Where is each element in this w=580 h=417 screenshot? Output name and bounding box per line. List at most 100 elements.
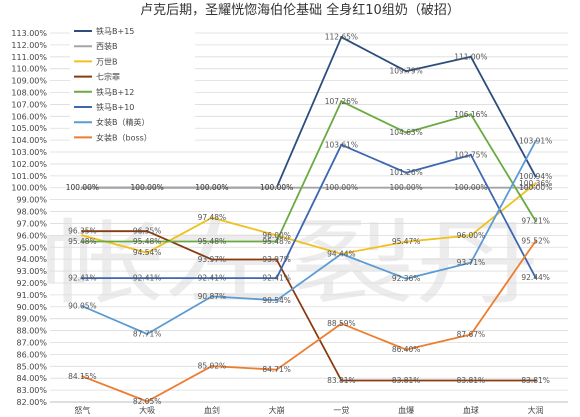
data-point: [534, 239, 537, 243]
data-label: 90.54%: [262, 296, 291, 305]
y-tick-label: 106.00%: [11, 112, 47, 121]
data-point: [210, 295, 214, 298]
data-label: 102.75%: [454, 151, 487, 160]
data-point: [145, 186, 149, 189]
data-label: 103.91%: [519, 137, 552, 146]
data-point: [275, 258, 278, 261]
series-line: [82, 230, 536, 382]
series-line: [82, 100, 537, 243]
data-point: [469, 261, 473, 264]
data-label: 100.00%: [195, 183, 228, 192]
data-point: [275, 186, 278, 189]
data-point: [469, 234, 473, 237]
data-label: 112.65%: [325, 33, 358, 42]
data-label: 95.48%: [133, 237, 162, 246]
data-point: [145, 229, 149, 233]
data-point: [81, 186, 84, 189]
data-point: [469, 55, 473, 59]
y-tick-label: 87.00%: [16, 338, 47, 347]
y-tick-label: 89.00%: [16, 315, 47, 324]
data-point: [340, 100, 343, 103]
data-point: [210, 276, 214, 280]
data-label: 83.81%: [327, 376, 356, 385]
data-label: 93.71%: [457, 258, 486, 267]
y-tick-label: 99.00%: [16, 196, 47, 205]
data-label: 97.48%: [198, 213, 227, 222]
y-tick-label: 101.00%: [11, 172, 47, 181]
y-tick-label: 109.00%: [11, 77, 47, 86]
data-label: 95.48%: [68, 237, 97, 246]
y-tick-label: 104.00%: [11, 136, 47, 145]
data-point: [404, 186, 408, 189]
data-label: 95.52%: [521, 237, 550, 246]
x-tick-label: 血球: [463, 405, 479, 415]
series-line: [82, 240, 537, 403]
y-tick-label: 111.00%: [11, 53, 47, 62]
data-point: [534, 219, 537, 223]
x-tick-label: 大吸: [139, 405, 155, 415]
series-line: [82, 182, 537, 255]
data-label: 87.67%: [457, 330, 486, 339]
data-label: 92.41%: [68, 274, 97, 283]
data-point: [145, 332, 149, 336]
y-tick-label: 98.00%: [16, 208, 47, 217]
data-point: [469, 333, 473, 336]
y-tick-label: 108.00%: [11, 89, 47, 98]
series-line: [82, 143, 537, 280]
data-point: [534, 186, 537, 189]
data-label: 100.00%: [454, 183, 487, 192]
data-label: 107.26%: [325, 97, 358, 106]
data-label: 84.71%: [262, 365, 291, 374]
data-point: [81, 276, 84, 280]
data-label: 83.81%: [392, 376, 421, 385]
y-axis: 82.00% 83.00% 84.00% 85.00% 86.00% 87.00% 88.0…: [11, 29, 47, 407]
legend-entry: 铁马B+12: [96, 87, 134, 97]
data-point: [404, 277, 408, 280]
data-point: [210, 216, 214, 219]
watermark-text: 帐左裂丹: [40, 210, 540, 317]
y-tick-label: 83.00%: [16, 386, 47, 395]
data-label: 106.16%: [454, 110, 487, 119]
y-tick-label: 88.00%: [16, 327, 47, 336]
data-label: 109.79%: [389, 67, 422, 76]
data-label: 87.71%: [133, 330, 162, 339]
y-tick-label: 84.00%: [16, 374, 47, 383]
data-point: [340, 143, 343, 146]
data-point: [340, 186, 343, 189]
series-lines: [81, 35, 537, 403]
data-label: 82.05%: [133, 397, 162, 406]
y-tick-label: 112.00%: [11, 41, 47, 50]
data-label: 86.40%: [392, 345, 421, 354]
data-label: 92.36%: [392, 274, 421, 283]
x-tick-label: 一觉: [333, 405, 349, 415]
data-label: 100.00%: [389, 183, 422, 192]
data-label: 100.00%: [130, 183, 163, 192]
data-point: [534, 379, 537, 382]
data-label: 100.00%: [130, 183, 163, 192]
data-point: [275, 276, 278, 280]
y-tick-label: 100.00%: [11, 184, 47, 193]
data-point: [145, 276, 149, 280]
y-tick-label: 85.00%: [16, 362, 47, 371]
x-tick-label: 血剑: [204, 405, 220, 415]
data-label: 100.94%: [519, 172, 552, 181]
y-tick-label: 105.00%: [11, 124, 47, 133]
data-point: [404, 379, 408, 382]
data-label: 84.15%: [68, 372, 97, 381]
data-point: [275, 240, 278, 243]
data-point: [469, 186, 473, 189]
data-label: 92.41%: [198, 274, 227, 283]
y-tick-label: 103.00%: [11, 148, 47, 157]
data-label: 90.87%: [198, 292, 227, 301]
x-axis: 怒气 大吸 血剑 大崩 一觉 血爆 血球 大润: [74, 405, 543, 415]
data-label: 93.97%: [198, 255, 227, 264]
data-point: [404, 348, 408, 351]
x-tick-label: 怒气: [74, 405, 90, 415]
legend-entry: 七宗罪: [96, 72, 120, 82]
data-label: 85.02%: [198, 362, 227, 371]
data-point: [404, 70, 408, 73]
y-tick-label: 86.00%: [16, 350, 47, 359]
legend-entry: 女装B（精英）: [96, 117, 150, 127]
